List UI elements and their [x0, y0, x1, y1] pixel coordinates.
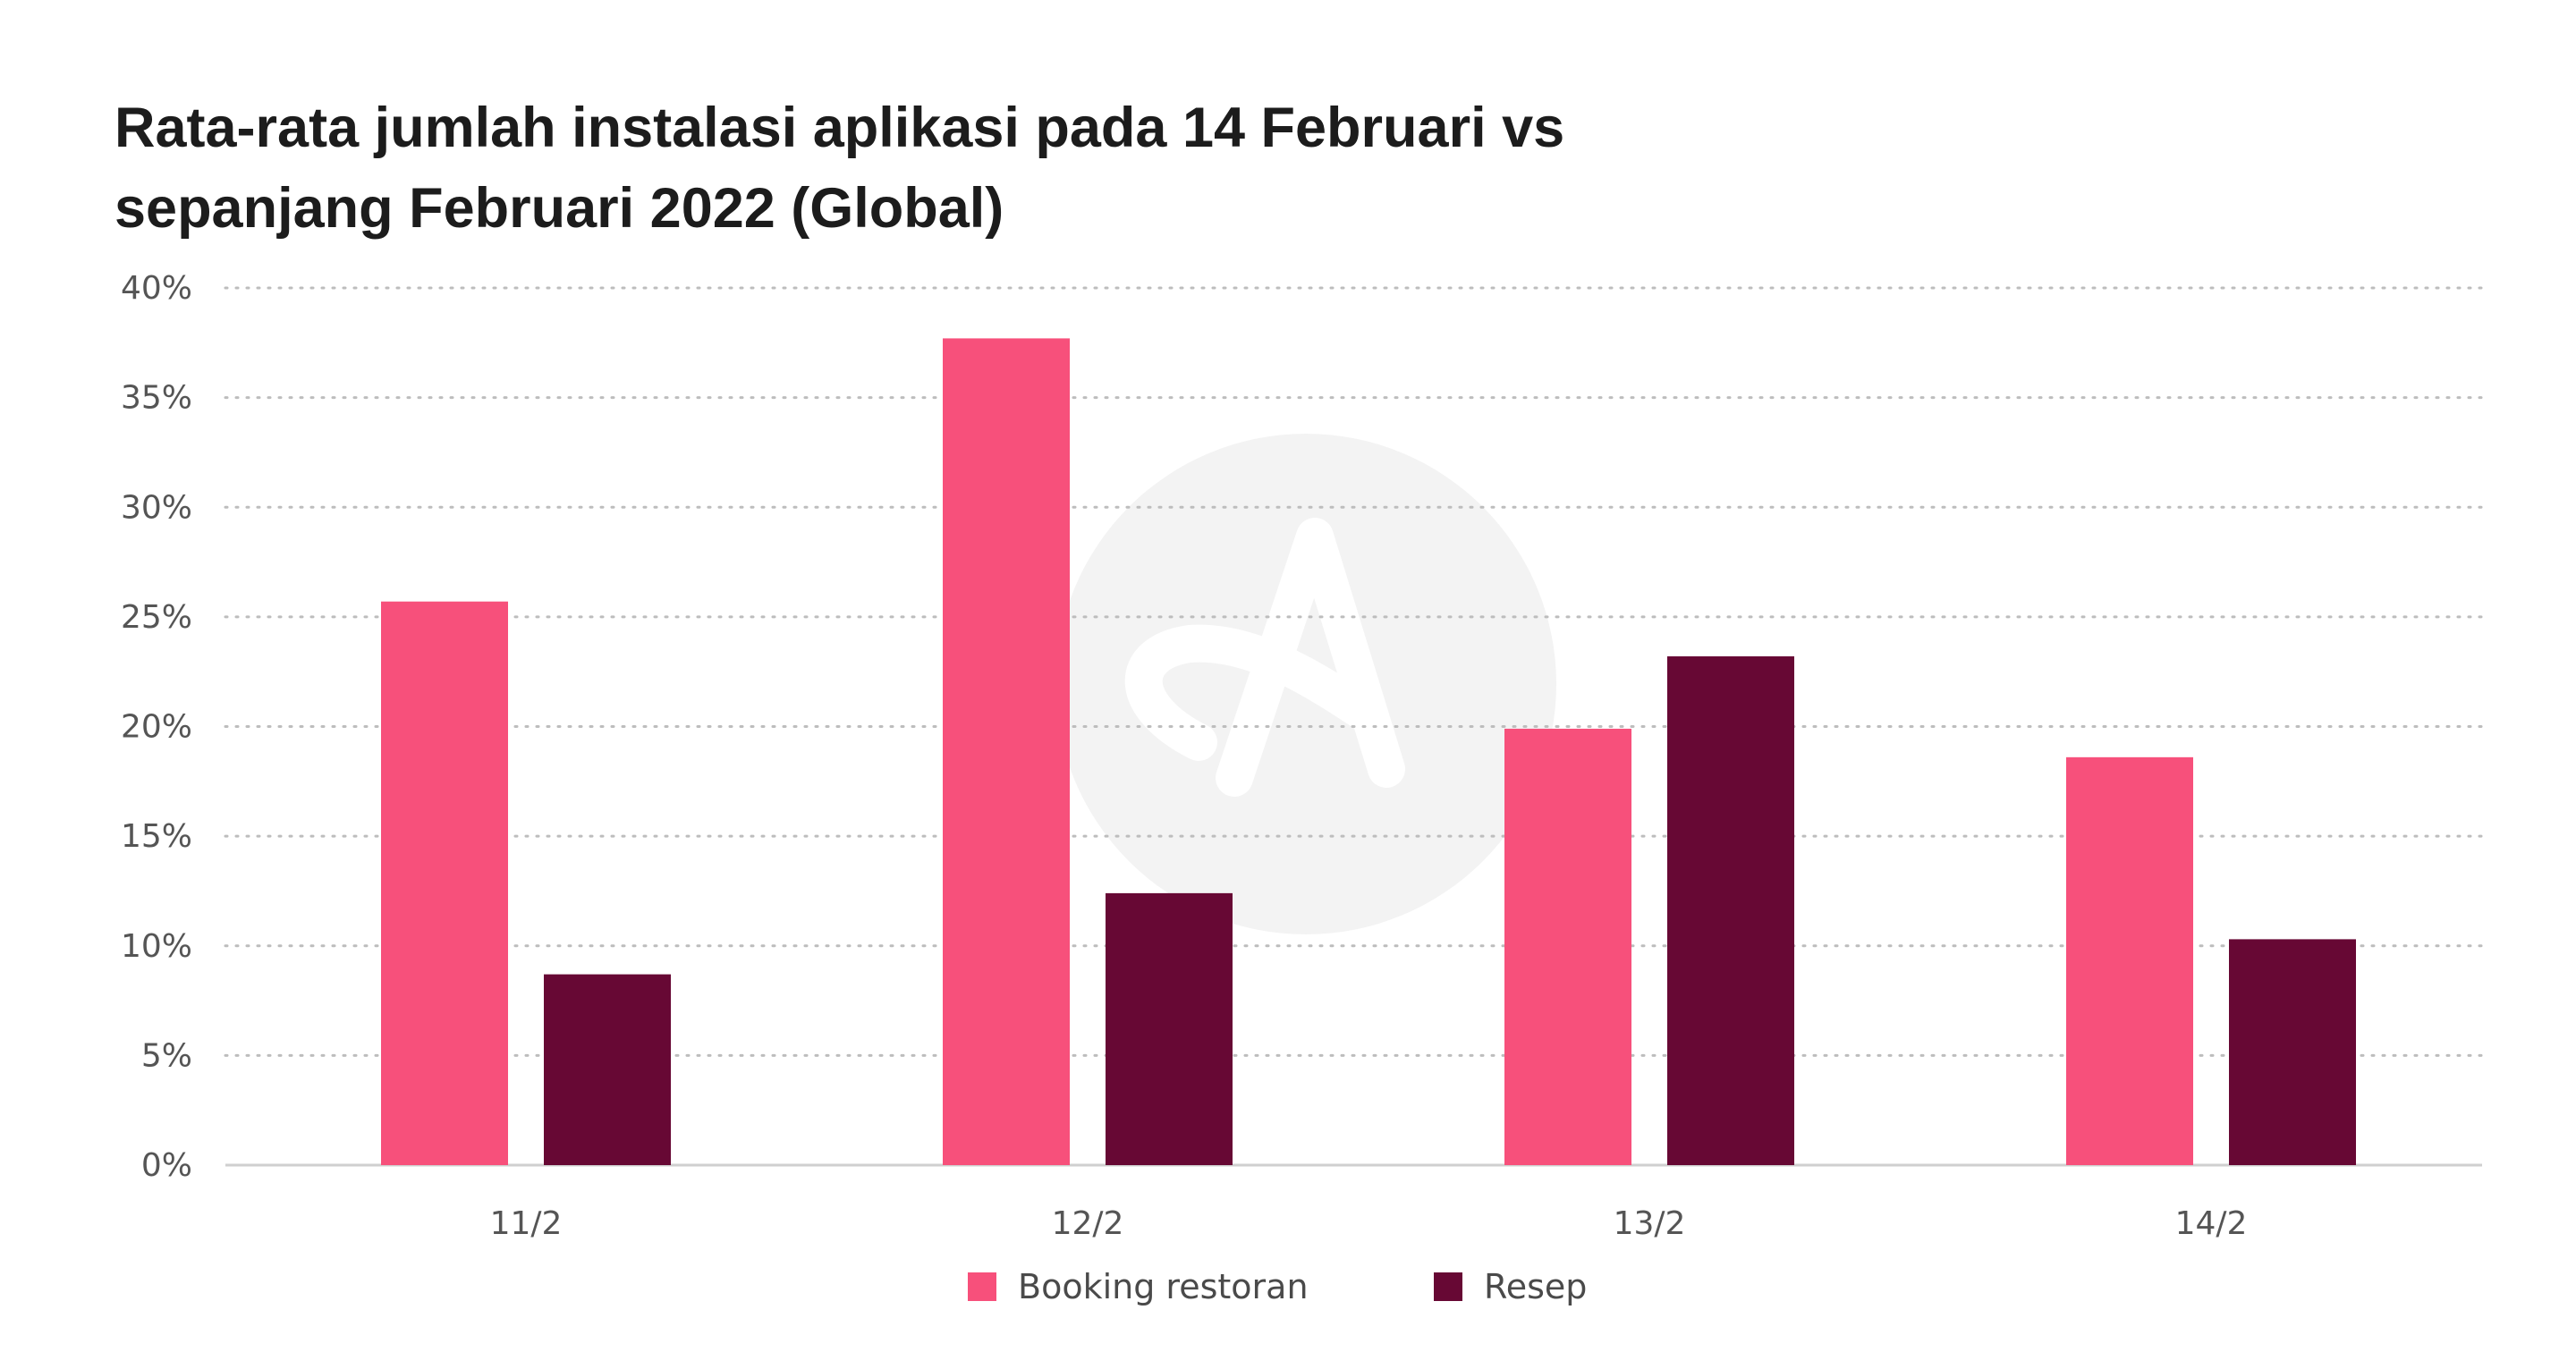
x-tick-label: 13/2	[1614, 1205, 1686, 1242]
y-tick-label: 35%	[121, 380, 192, 417]
y-tick-label: 40%	[121, 270, 192, 307]
chart-title-line-2: sepanjang Februari 2022 (Global)	[114, 177, 1004, 240]
bars	[381, 338, 2356, 1166]
y-axis: 0% 5% 10% 15% 20% 25% 30% 35% 40%	[121, 270, 192, 1184]
y-tick-label: 0%	[141, 1147, 192, 1184]
legend-label: Resep	[1484, 1267, 1587, 1306]
y-tick-label: 5%	[141, 1037, 192, 1074]
bar-resep-3	[2229, 939, 2356, 1165]
x-axis: 11/2 12/2 13/2 14/2	[490, 1205, 2248, 1242]
bar-resep-2	[1667, 656, 1794, 1165]
legend-swatch	[968, 1272, 996, 1301]
legend: Booking restoran Resep	[968, 1267, 1587, 1306]
bar-resep-0	[544, 974, 671, 1165]
y-tick-label: 25%	[121, 599, 192, 636]
chart-title-line-1: Rata-rata jumlah instalasi aplikasi pada…	[114, 97, 1565, 159]
y-tick-label: 15%	[121, 818, 192, 855]
bar-booking-restoran-0	[381, 601, 508, 1165]
bar-booking-restoran-1	[943, 338, 1070, 1166]
y-tick-label: 10%	[121, 928, 192, 965]
y-tick-label: 30%	[121, 489, 192, 526]
bar-booking-restoran-3	[2066, 756, 2193, 1165]
chart-title: Rata-rata jumlah instalasi aplikasi pada…	[114, 88, 1903, 249]
watermark-logo-icon	[1055, 434, 1556, 934]
legend-swatch	[1434, 1272, 1462, 1301]
legend-label: Booking restoran	[1018, 1267, 1309, 1306]
bar-resep-1	[1106, 892, 1233, 1165]
y-tick-label: 20%	[121, 709, 192, 746]
x-tick-label: 12/2	[1052, 1205, 1124, 1242]
x-tick-label: 14/2	[2175, 1205, 2248, 1242]
grid	[224, 286, 2484, 1167]
x-tick-label: 11/2	[490, 1205, 563, 1242]
bar-booking-restoran-2	[1504, 728, 1631, 1165]
